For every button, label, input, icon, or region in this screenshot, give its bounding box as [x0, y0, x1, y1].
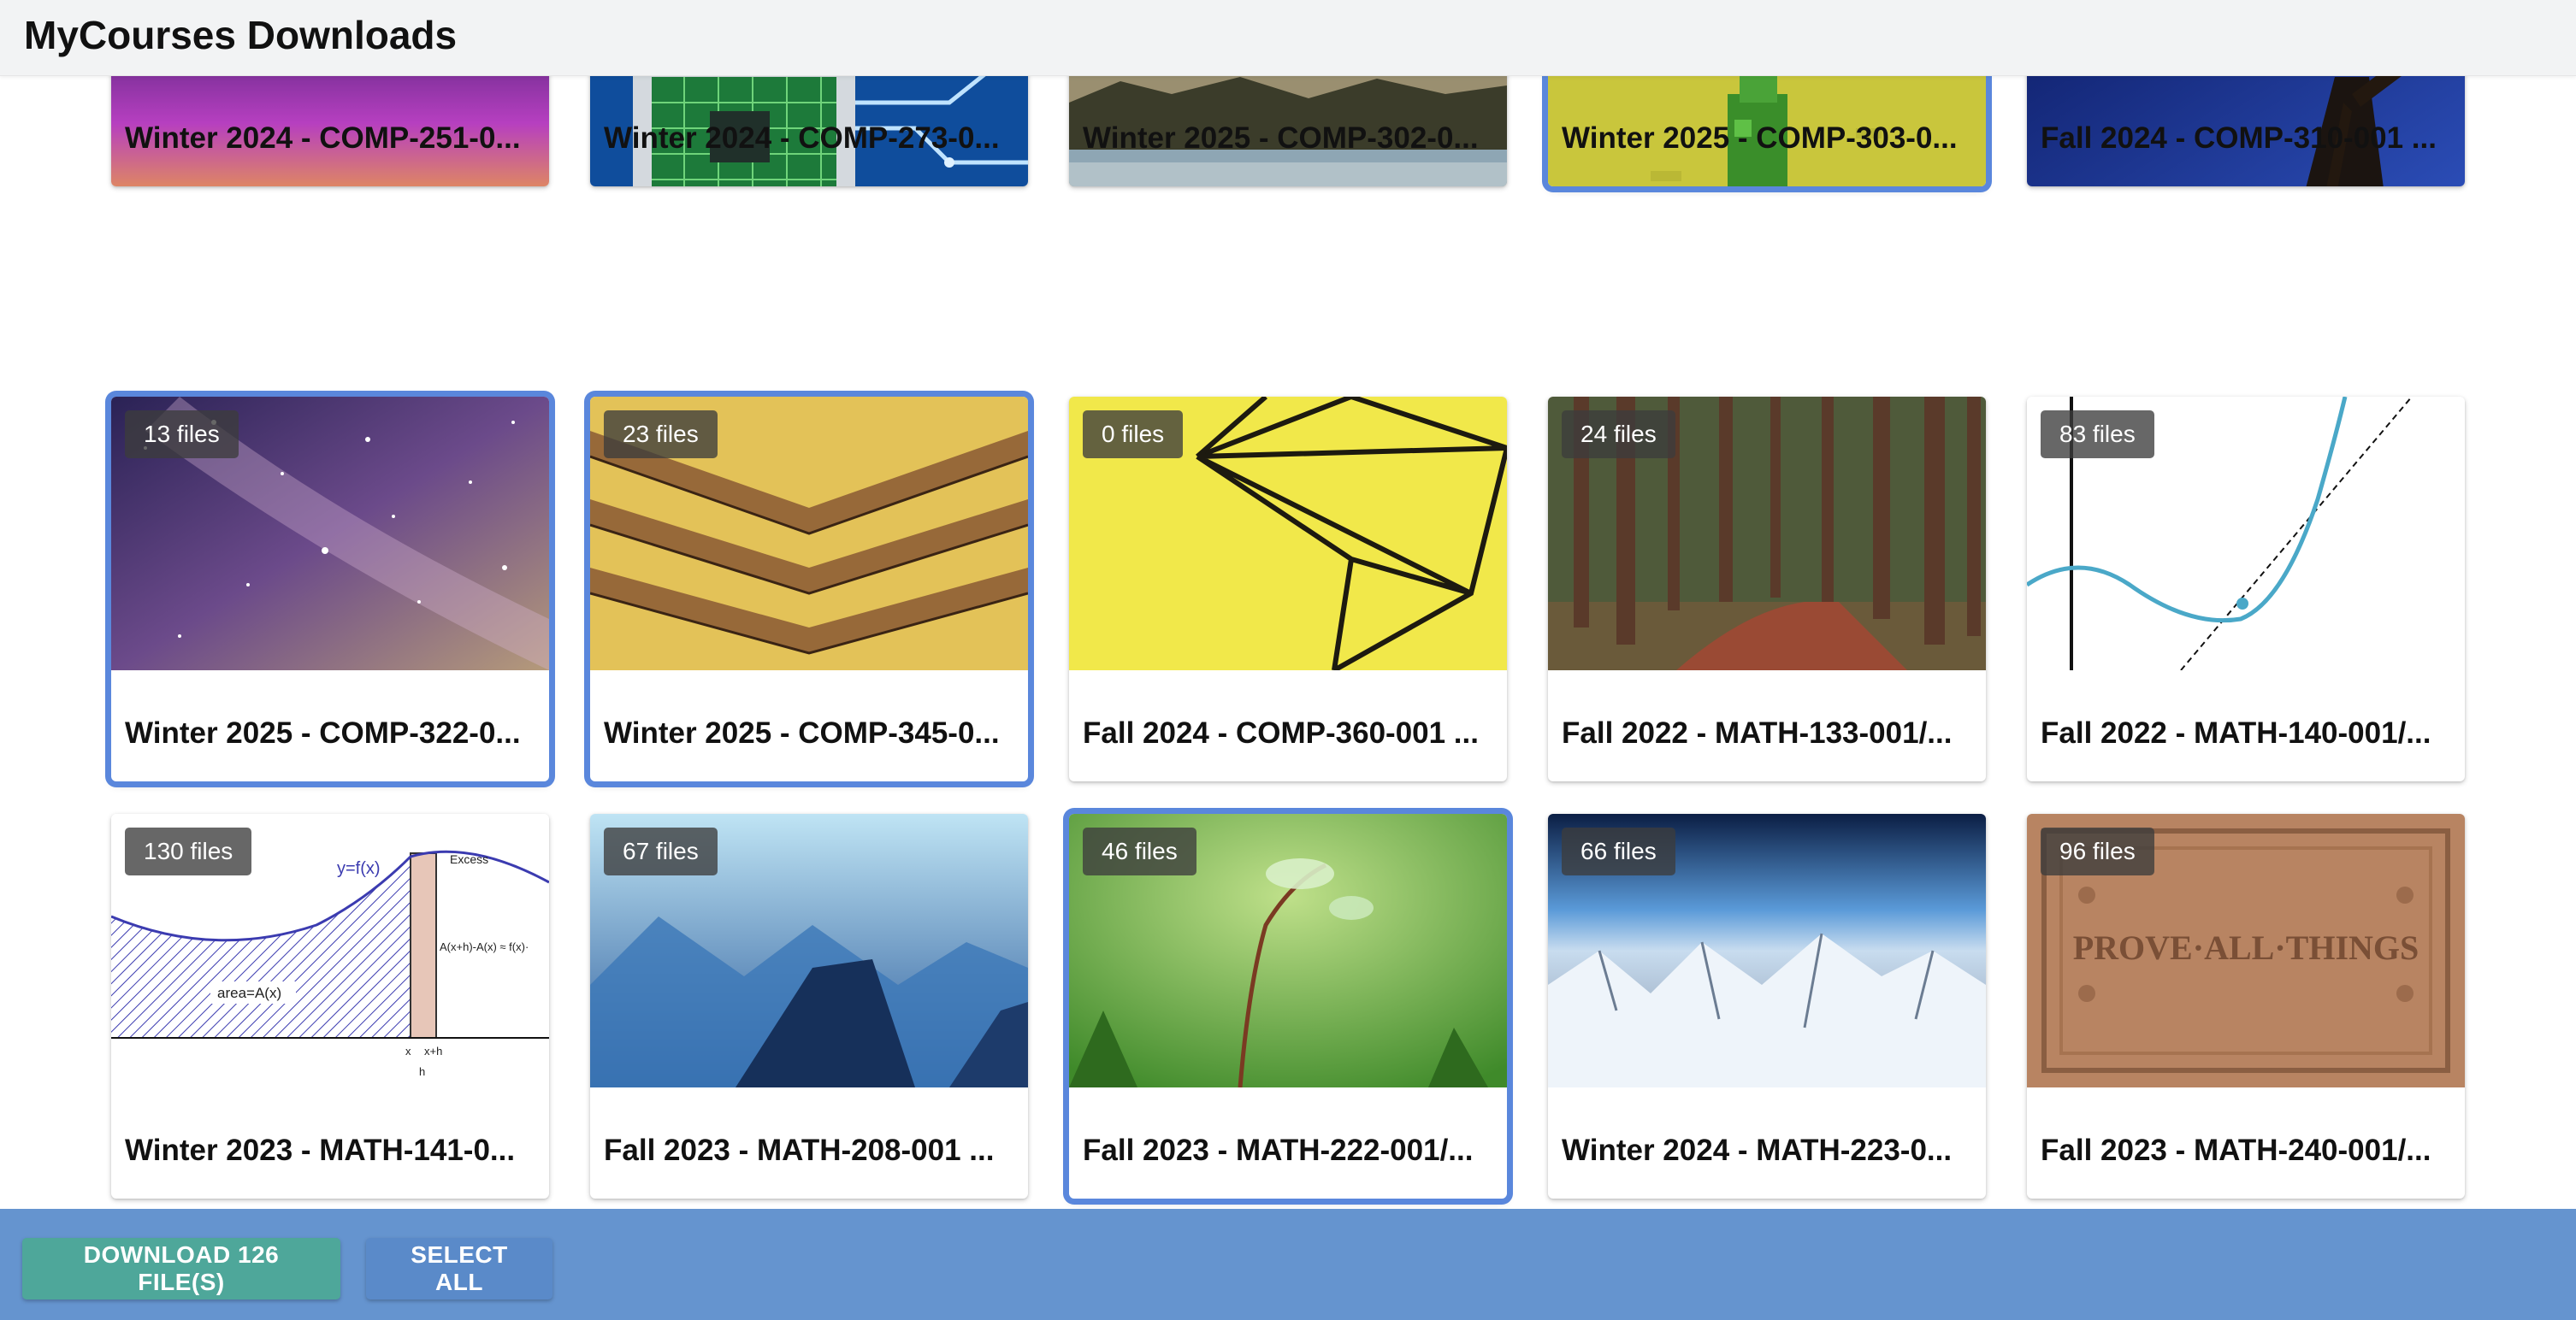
app-title: MyCourses Downloads	[24, 13, 458, 57]
course-title: Fall 2024 - COMP-360-001 ...	[1083, 716, 1479, 750]
course-card[interactable]: 83 files Fall 2022 - MATH-140-001/...	[2027, 397, 2465, 781]
file-count-badge: 66 files	[1562, 828, 1675, 875]
course-title: Winter 2025 - COMP-345-0...	[604, 716, 1000, 750]
course-card[interactable]: PROVE·ALL·THINGS 96 files Fall 2023 - MA…	[2027, 814, 2465, 1199]
course-card[interactable]: Winter 2024 - COMP-273-0...	[590, 75, 1028, 186]
course-thumbnail: y=f(x) Excess area=A(x) A(x+h)-A(x) ≈ f(…	[111, 814, 549, 1087]
excess-label: Excess	[450, 852, 488, 866]
course-card[interactable]: y=f(x) Excess area=A(x) A(x+h)-A(x) ≈ f(…	[111, 814, 549, 1199]
file-count-badge: 0 files	[1083, 410, 1184, 458]
course-card[interactable]: Fall 2024 - COMP-310-001 ...	[2027, 75, 2465, 186]
course-title: Fall 2024 - COMP-310-001 ...	[2041, 121, 2437, 155]
aurora-sky-image	[111, 75, 549, 186]
course-card[interactable]: 0 files Fall 2024 - COMP-360-001 ...	[1069, 397, 1507, 781]
course-card[interactable]: 13 files Winter 2025 - COMP-322-0...	[111, 397, 549, 781]
course-title: Fall 2023 - MATH-222-001/...	[1083, 1134, 1474, 1167]
course-thumbnail: PROVE·ALL·THINGS	[2027, 814, 2465, 1087]
course-card[interactable]: Winter 2024 - COMP-251-0...	[111, 75, 549, 186]
course-thumbnail	[2027, 75, 2465, 186]
course-card[interactable]: 66 files Winter 2024 - MATH-223-0...	[1548, 814, 1986, 1199]
file-count-badge: 23 files	[604, 410, 718, 458]
course-thumbnail	[590, 75, 1028, 186]
app-header: MyCourses Downloads	[0, 0, 2576, 76]
course-title: Fall 2022 - MATH-140-001/...	[2041, 716, 2431, 750]
lake-landscape-image	[1069, 75, 1507, 186]
file-count-badge: 83 files	[2041, 410, 2154, 458]
course-title: Winter 2024 - COMP-273-0...	[604, 121, 1000, 155]
windmill-night-image	[2027, 75, 2465, 186]
circuit-chip-image	[590, 75, 1028, 186]
course-grid: Winter 2024 - COMP-251-0...	[0, 75, 2576, 1209]
course-card[interactable]: 23 files Winter 2025 - COMP-345-0...	[590, 397, 1028, 781]
file-count-badge: 67 files	[604, 828, 718, 875]
function-label: y=f(x)	[337, 859, 381, 878]
course-title: Fall 2023 - MATH-208-001 ...	[604, 1134, 995, 1167]
course-thumbnail	[111, 75, 549, 186]
approx-label: A(x+h)-A(x) ≈ f(x)·	[440, 940, 529, 953]
stone-inscription-image: PROVE·ALL·THINGS	[2027, 814, 2465, 1087]
inscription-text: PROVE·ALL·THINGS	[2073, 928, 2419, 967]
h-label: h	[419, 1065, 425, 1078]
course-card[interactable]: 67 files Fall 2023 - MATH-208-001 ...	[590, 814, 1028, 1199]
integral-diagram-image: y=f(x) Excess area=A(x) A(x+h)-A(x) ≈ f(…	[111, 814, 549, 1087]
course-card[interactable]: 24 files Fall 2022 - MATH-133-001/...	[1548, 397, 1986, 781]
file-count-badge: 46 files	[1083, 828, 1196, 875]
file-count-badge: 24 files	[1562, 410, 1675, 458]
download-button[interactable]: DOWNLOAD 126 FILE(S)	[22, 1238, 340, 1299]
x-label: x	[405, 1045, 411, 1058]
course-title: Winter 2024 - MATH-223-0...	[1562, 1134, 1953, 1167]
course-title: Winter 2025 - COMP-303-0...	[1562, 121, 1958, 155]
select-all-button[interactable]: SELECT ALL	[366, 1238, 552, 1299]
course-title: Fall 2022 - MATH-133-001/...	[1562, 716, 1953, 750]
course-card[interactable]: Winter 2025 - COMP-302-0...	[1069, 75, 1507, 186]
course-card[interactable]: Winter 2025 - COMP-303-0...	[1548, 75, 1986, 186]
pixel-tree-image	[1548, 75, 1986, 186]
course-title: Winter 2023 - MATH-141-0...	[125, 1134, 516, 1167]
file-count-badge: 13 files	[125, 410, 239, 458]
course-title: Winter 2025 - COMP-322-0...	[125, 716, 521, 750]
course-thumbnail	[1069, 75, 1507, 186]
course-title: Fall 2023 - MATH-240-001/...	[2041, 1134, 2431, 1167]
file-count-badge: 130 files	[125, 828, 252, 875]
course-title: Winter 2025 - COMP-302-0...	[1083, 121, 1479, 155]
course-thumbnail	[1548, 75, 1986, 186]
file-count-badge: 96 files	[2041, 828, 2154, 875]
course-card[interactable]: 46 files Fall 2023 - MATH-222-001/...	[1069, 814, 1507, 1199]
x-plus-h-label: x+h	[424, 1045, 442, 1058]
action-bar: DOWNLOAD 126 FILE(S) SELECT ALL	[0, 1209, 2576, 1320]
area-label: area=A(x)	[217, 985, 281, 1001]
course-title: Winter 2024 - COMP-251-0...	[125, 121, 521, 155]
